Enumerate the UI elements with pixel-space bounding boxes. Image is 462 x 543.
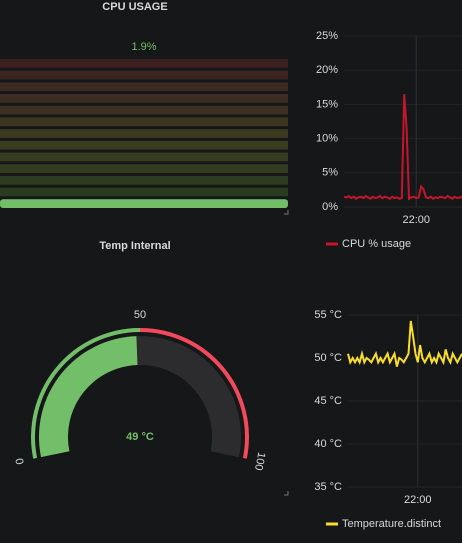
gauge-tick-label: 0	[14, 457, 27, 465]
value-label: 1.9%	[131, 41, 156, 53]
panel-title: CPU USAGE	[102, 1, 167, 13]
y-tick-label: 10%	[316, 133, 338, 145]
y-tick-label: 55 °C	[314, 309, 342, 321]
bar-segment	[0, 82, 288, 92]
y-tick-label: 5%	[322, 167, 338, 179]
legend-label: Temperature.distinct	[342, 518, 441, 530]
y-tick-label: 45 °C	[314, 395, 342, 407]
x-tick-label: 22:00	[402, 214, 430, 226]
gauge-tick-label: 50	[134, 309, 146, 321]
legend-swatch	[326, 242, 338, 246]
x-tick-label: 22:00	[404, 494, 432, 506]
bar-fill	[0, 199, 288, 208]
resize-handle	[284, 210, 289, 496]
legend-swatch	[326, 522, 338, 526]
y-tick-label: 25%	[316, 30, 338, 42]
bar-segment	[0, 117, 288, 127]
bar-segment	[0, 105, 288, 115]
bar-segment	[0, 187, 288, 197]
bar-segment	[0, 94, 288, 103]
y-tick-label: 0%	[322, 201, 338, 213]
bar-segment	[0, 129, 288, 138]
legend-label: CPU % usage	[342, 238, 411, 250]
series-line	[347, 320, 462, 367]
gauge-fill	[38, 336, 138, 458]
y-tick-label: 40 °C	[314, 438, 342, 450]
y-tick-label: 50 °C	[314, 352, 342, 364]
panel-title: Temp Internal	[99, 240, 170, 252]
series-line	[343, 94, 462, 201]
bar-segment	[0, 152, 288, 162]
y-tick-label: 20%	[316, 64, 338, 76]
bar-segment	[0, 140, 288, 150]
gauge-value: 49 °C	[126, 431, 154, 443]
bar-segment	[0, 175, 288, 185]
bar-segment	[0, 164, 288, 173]
y-tick-label: 35 °C	[314, 481, 342, 493]
bar-segment	[0, 70, 288, 80]
bar-segment	[0, 59, 288, 68]
y-tick-label: 15%	[316, 98, 338, 110]
gauge-tick-label: 100	[252, 451, 267, 471]
gauge-track	[136, 336, 242, 458]
